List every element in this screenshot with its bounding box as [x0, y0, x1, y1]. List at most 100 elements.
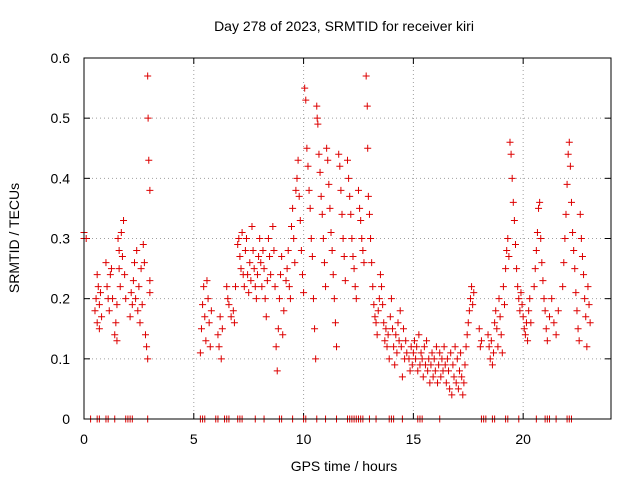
data-point — [200, 283, 208, 291]
data-point — [485, 343, 493, 351]
data-point — [351, 283, 359, 291]
grid — [84, 58, 611, 419]
data-point — [279, 331, 287, 339]
data-point — [503, 247, 511, 255]
data-point — [477, 337, 485, 345]
data-point — [136, 319, 144, 327]
data-point — [303, 144, 311, 152]
data-point — [277, 271, 285, 279]
data-point — [282, 277, 290, 285]
data-point — [146, 289, 154, 297]
data-point — [583, 343, 591, 351]
data-point — [302, 96, 310, 104]
data-point — [387, 295, 395, 303]
data-point — [390, 343, 398, 351]
data-point — [313, 102, 321, 110]
data-point — [364, 144, 372, 152]
data-point — [497, 331, 505, 339]
data-point — [508, 174, 516, 182]
plot-frame — [83, 57, 612, 420]
data-point — [364, 192, 372, 200]
data-point — [414, 367, 422, 375]
data-point — [552, 331, 560, 339]
data-point — [144, 355, 152, 363]
data-point — [315, 150, 323, 158]
data-point — [344, 156, 351, 164]
data-point — [463, 331, 471, 339]
data-point — [570, 247, 578, 255]
data-point — [585, 301, 593, 309]
data-point — [427, 361, 435, 369]
data-point — [236, 253, 244, 261]
data-point — [466, 295, 474, 303]
y-tick-label: 0.1 — [51, 351, 71, 367]
data-point — [291, 259, 299, 267]
data-point — [498, 349, 506, 357]
data-point — [420, 343, 428, 351]
data-point — [347, 210, 355, 218]
data-point — [365, 210, 373, 218]
data-point — [240, 283, 248, 291]
data-point — [412, 355, 420, 363]
data-point — [559, 283, 567, 291]
data-point — [531, 265, 539, 273]
data-point — [450, 373, 458, 381]
data-point — [510, 216, 518, 224]
x-tick-label: 0 — [80, 431, 88, 447]
data-point — [447, 349, 455, 357]
data-point — [146, 277, 154, 285]
data-point — [304, 162, 312, 170]
data-point — [564, 150, 572, 158]
data-point — [580, 271, 588, 279]
data-point — [133, 247, 141, 255]
data-point — [446, 385, 454, 393]
data-point — [538, 259, 546, 267]
data-point — [111, 331, 119, 339]
data-point — [541, 307, 549, 315]
data-point — [530, 283, 538, 291]
data-point — [550, 319, 558, 327]
data-point — [496, 313, 504, 321]
data-point — [371, 313, 379, 321]
data-point — [573, 307, 581, 315]
data-point — [448, 391, 456, 399]
data-point — [349, 253, 357, 261]
data-point — [461, 361, 469, 369]
data-point — [267, 271, 275, 279]
data-points — [80, 72, 594, 423]
data-point — [548, 295, 556, 303]
data-point — [405, 355, 413, 363]
data-point — [518, 301, 526, 309]
data-point — [423, 337, 431, 345]
data-point — [120, 216, 128, 224]
data-point — [203, 277, 211, 285]
data-point — [372, 319, 380, 327]
data-point — [247, 277, 255, 285]
data-point — [306, 204, 314, 212]
data-point — [354, 186, 362, 194]
data-point — [326, 204, 334, 212]
data-point — [316, 168, 324, 176]
data-point — [95, 301, 103, 309]
data-point — [561, 235, 569, 242]
data-point — [230, 319, 238, 327]
data-point — [98, 313, 106, 321]
data-point — [106, 271, 114, 279]
data-point — [504, 235, 512, 242]
data-point — [96, 289, 104, 297]
data-point — [360, 259, 368, 267]
data-point — [139, 241, 147, 249]
data-point — [536, 198, 544, 206]
y-tick-label: 0.3 — [51, 231, 71, 247]
data-point — [256, 235, 264, 242]
data-point — [495, 295, 503, 303]
data-point — [560, 259, 568, 267]
data-point — [311, 325, 319, 333]
data-point — [223, 283, 231, 291]
data-point — [138, 301, 146, 309]
data-point — [486, 355, 494, 363]
data-point — [464, 319, 472, 327]
data-point — [296, 216, 304, 224]
data-point — [248, 222, 256, 230]
data-point — [571, 265, 579, 273]
